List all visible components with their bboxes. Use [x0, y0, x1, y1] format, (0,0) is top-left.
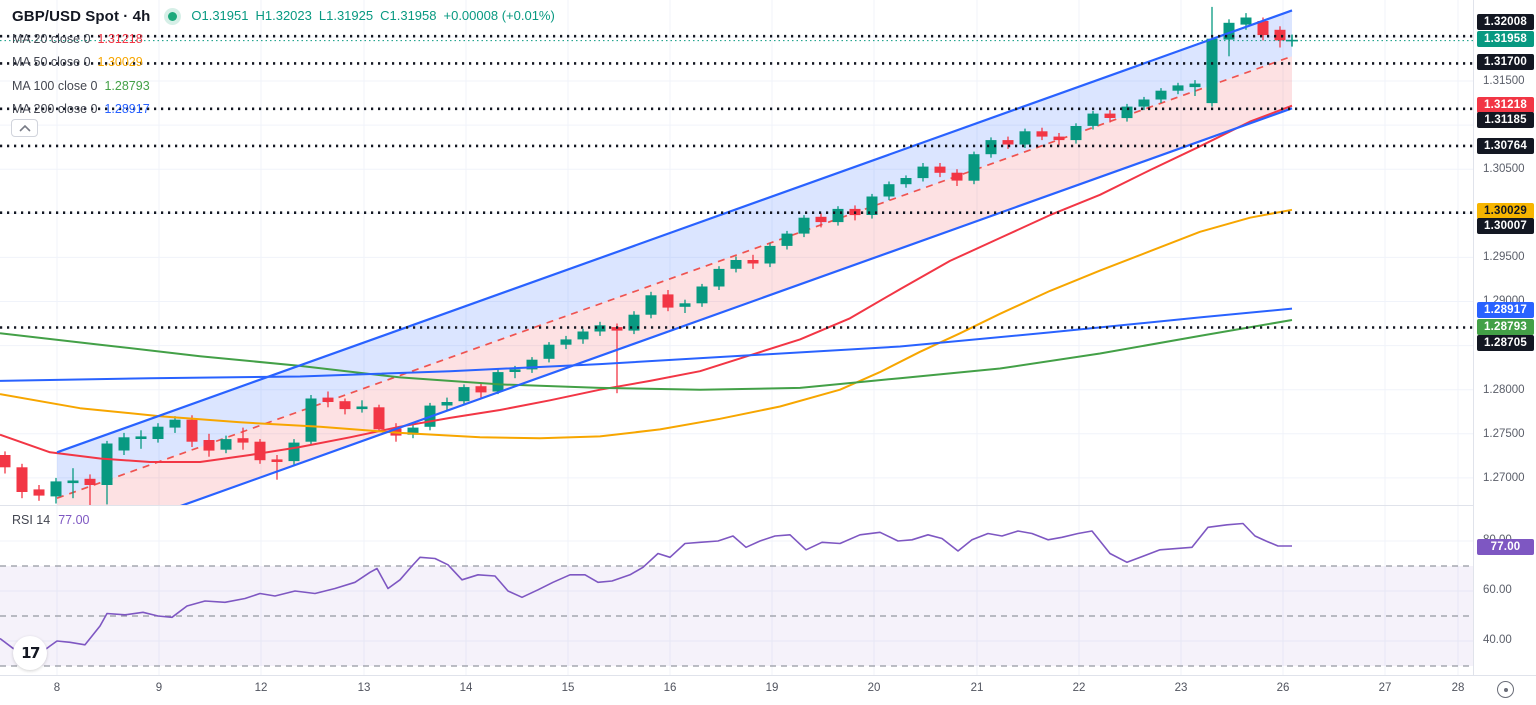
time-axis-label-23: 23 [1174, 682, 1188, 694]
time-axis-label-14: 14 [459, 682, 473, 694]
time-axis-label-27: 27 [1378, 682, 1392, 694]
price-grid [0, 0, 1473, 505]
ma-50-line [0, 208, 1293, 440]
add-alert-plus-icon[interactable] [1286, 34, 1298, 47]
price-axis-badge: 1.32008 [1477, 14, 1534, 30]
price-axis-badge: 1.31218 [1477, 97, 1534, 113]
price-axis-badge: 1.28793 [1477, 319, 1534, 335]
price-axis-badge: 1.31958 [1477, 31, 1534, 47]
ma-legend-label: MA 100 close 0 [12, 78, 98, 93]
parallel-channel [56, 10, 1293, 505]
ma-legend-value: 1.30029 [97, 55, 143, 70]
price-axis-badge: 1.28705 [1477, 335, 1534, 351]
price-axis-label: 1.29500 [1483, 251, 1525, 263]
ma-legend-row-3[interactable]: MA 100 close 0 1.28793 [12, 74, 150, 98]
ohlc-c: C1.31958 [380, 8, 437, 23]
ma-legend-label: MA 200 close 0 [12, 102, 98, 117]
ma-200-line [0, 307, 1293, 382]
legend-collapse-button[interactable] [11, 119, 38, 137]
ma-100-line [0, 319, 1293, 391]
price-axis-label: 1.28000 [1483, 384, 1525, 396]
channel-border-lines [56, 9, 1293, 454]
price-axis-label: 1.30500 [1483, 163, 1525, 175]
ohlc-o: O1.31951 [191, 8, 249, 23]
price-axis-label: 1.27000 [1483, 472, 1525, 484]
rsi-grid [0, 506, 1473, 675]
time-axis-label-21: 21 [970, 682, 984, 694]
ma-legend-value: 1.28793 [104, 78, 150, 93]
ma-20-line [0, 104, 1293, 463]
price-axis-badge: 1.28917 [1477, 302, 1534, 318]
rsi-line [0, 522, 1292, 659]
rsi-value-badge: 77.00 [1477, 539, 1534, 555]
price-axis-badge: 1.30764 [1477, 138, 1534, 154]
time-axis-label-12: 12 [254, 682, 268, 694]
connection-status-dot[interactable] [168, 11, 178, 21]
time-axis-label-28: 28 [1451, 682, 1465, 694]
price-axis-label: 1.31500 [1483, 75, 1525, 87]
rsi-axis-label: 60.00 [1483, 584, 1512, 596]
time-axis-label-19: 19 [765, 682, 779, 694]
symbol-title[interactable]: GBP/USD Spot · 4h [12, 7, 151, 25]
ohlc-h: H1.32023 [255, 8, 312, 23]
ma-legend-value: 1.31218 [97, 31, 143, 46]
price-axis-badge: 1.31185 [1477, 112, 1534, 128]
price-scale[interactable]: 1.31500 1.30500 1.29500 1.29000 1.28000 1.275… [1473, 0, 1536, 675]
time-axis-label-22: 22 [1072, 682, 1086, 694]
time-axis-label-20: 20 [867, 682, 881, 694]
time-axis-label-15: 15 [561, 682, 575, 694]
price-chart-canvas[interactable] [0, 0, 1473, 505]
price-axis-badge: 1.30029 [1477, 203, 1534, 219]
price-axis-label: 1.27500 [1483, 428, 1525, 440]
time-axis-label-13: 13 [357, 682, 371, 694]
ohlc-values: O1.31951 H1.32023 L1.31925 C1.31958 +0.00008… [191, 7, 561, 25]
rsi-legend: RSI 14 77.00 [12, 513, 90, 527]
tradingview-logo[interactable]: 17 [13, 636, 47, 670]
chevron-up-icon [19, 124, 30, 132]
rsi-axis-label: 40.00 [1483, 634, 1512, 646]
ma-legend-row-1[interactable]: MA 20 close 0 1.31218 [12, 27, 150, 51]
ohlc-l: L1.31925 [318, 8, 374, 23]
price-axis-badge: 1.30007 [1477, 218, 1534, 234]
price-level-dotted-lines [0, 34, 1473, 329]
ma-legend-value: 1.28917 [104, 102, 150, 117]
candles [0, 6, 1286, 505]
ma-legend: MA 20 close 0 1.31218 MA 50 close 0 1.30029… [12, 27, 150, 121]
ma-legend-label: MA 50 close 0 [12, 55, 91, 70]
rsi-pane[interactable]: RSI 14 77.00 [0, 505, 1473, 675]
tradingview-logo-glyph: 17 [21, 644, 40, 662]
ma-legend-row-4[interactable]: MA 200 close 0 1.28917 [12, 98, 150, 122]
rsi-value: 77.00 [58, 513, 90, 527]
price-axis-badge: 1.31700 [1477, 54, 1534, 70]
price-pane[interactable]: GBP/USD Spot · 4h O1.31951 H1.32023 L1.319… [0, 0, 1473, 505]
moving-average-lines [0, 104, 1293, 463]
timezone-clock-icon[interactable] [1497, 681, 1514, 698]
time-scale[interactable]: 8 9 12 13 14 15 16 19 20 21 22 23 26 27 28 [0, 675, 1536, 705]
time-axis-label-26: 26 [1276, 682, 1290, 694]
price-change: +0.00008 (+0.01%) [443, 8, 555, 23]
time-axis-label-8: 8 [53, 682, 61, 694]
time-axis-label-9: 9 [155, 682, 163, 694]
rsi-label[interactable]: RSI 14 [12, 513, 51, 527]
ma-legend-row-2[interactable]: MA 50 close 0 1.30029 [12, 51, 150, 75]
chart-header: GBP/USD Spot · 4h O1.31951 H1.32023 L1.319… [12, 7, 562, 25]
ma-legend-label: MA 20 close 0 [12, 31, 91, 46]
time-axis-label-16: 16 [663, 682, 677, 694]
rsi-chart-canvas[interactable] [0, 506, 1473, 675]
